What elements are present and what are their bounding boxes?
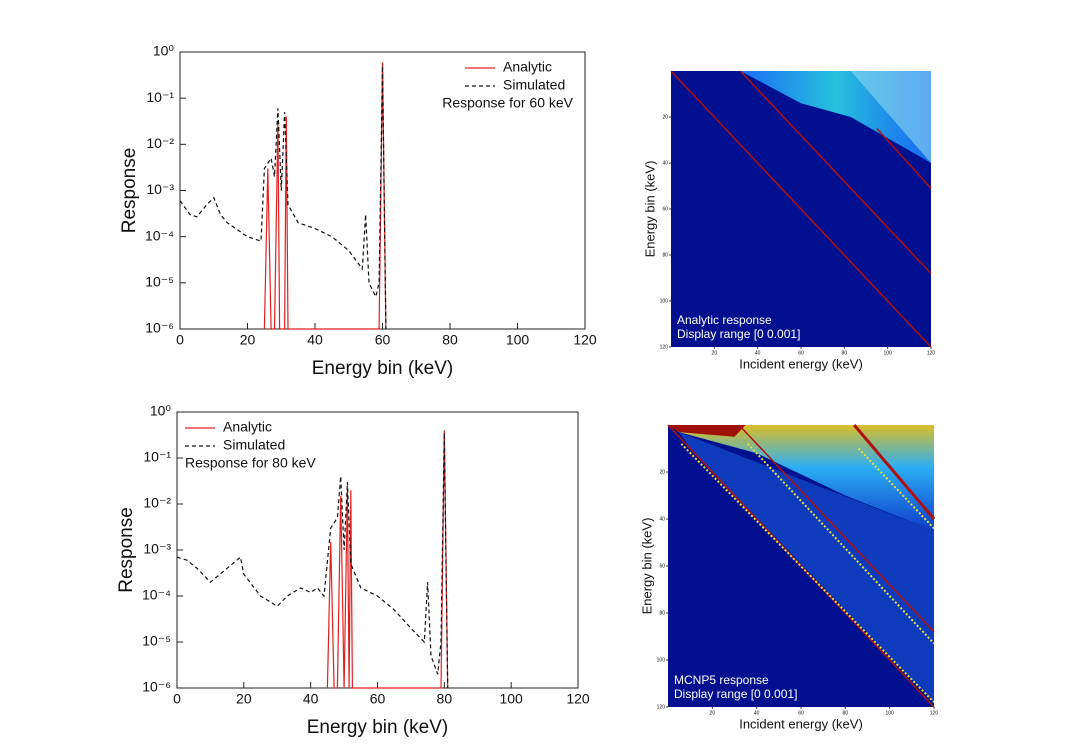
heatmap-feature — [667, 424, 935, 708]
y-tick-label: 20 — [662, 114, 668, 120]
x-axis-label: Incident energy (keV) — [739, 356, 863, 371]
y-tick-label: 80 — [662, 252, 668, 258]
y-tick-label: 10⁻⁵ — [145, 274, 174, 290]
x-tick-label: 60 — [798, 710, 804, 716]
y-axis-label: Energy bin (keV) — [642, 161, 657, 258]
heatmap-feature — [680, 443, 935, 703]
x-tick-label: 40 — [755, 350, 761, 356]
y-tick-label: 80 — [659, 610, 665, 616]
y-tick-label: 10⁻³ — [143, 541, 171, 557]
x-tick-label: 100 — [506, 332, 530, 348]
y-tick-label: 10⁰ — [153, 43, 175, 59]
x-tick-label: 20 — [236, 691, 252, 707]
legend-label: Simulated — [503, 77, 565, 93]
x-tick-label: 0 — [176, 332, 184, 348]
x-tick-label: 120 — [566, 691, 590, 707]
x-tick-label: 120 — [927, 350, 936, 356]
x-tick-label: 20 — [710, 710, 716, 716]
y-tick-label: 10⁻⁴ — [142, 587, 171, 603]
y-tick-label: 10⁻³ — [146, 181, 174, 197]
x-tick-label: 60 — [375, 332, 391, 348]
annotation: Display range [0 0.001] — [677, 327, 800, 341]
y-tick-label: 100 — [660, 298, 669, 304]
y-tick-label: 60 — [659, 563, 665, 569]
y-tick-label: 10⁻¹ — [143, 449, 171, 465]
annotation: Display range [0 0.001] — [674, 687, 797, 701]
y-tick-label: 10⁰ — [150, 403, 172, 419]
x-tick-label: 20 — [240, 332, 256, 348]
heatmap-region — [668, 425, 934, 531]
heatmap-feature — [739, 70, 932, 274]
x-tick-label: 60 — [370, 691, 386, 707]
plot-frame — [179, 51, 586, 330]
x-tick-label: 100 — [885, 710, 894, 716]
heatmap-region — [850, 71, 931, 163]
heatmap-feature — [853, 424, 936, 520]
annotation: Response for 80 keV — [185, 455, 316, 471]
x-tick-label: 100 — [883, 350, 892, 356]
y-axis-label: Energy bin (keV) — [639, 518, 654, 615]
legend-label: Simulated — [223, 437, 285, 453]
y-tick-label: 10⁻⁵ — [142, 633, 171, 649]
x-tick-label: 120 — [930, 710, 939, 716]
x-axis-label: Incident energy (keV) — [739, 716, 863, 731]
heatmap-region — [668, 425, 746, 437]
x-tick-label: 40 — [303, 691, 319, 707]
series-line — [176, 432, 449, 689]
x-tick-label: 80 — [843, 710, 849, 716]
x-tick-label: 80 — [442, 332, 458, 348]
y-tick-label: 120 — [660, 344, 669, 350]
y-tick-label: 10⁻² — [146, 135, 174, 151]
x-tick-label: 100 — [499, 691, 523, 707]
legend-label: Analytic — [503, 59, 552, 75]
y-tick-label: 10⁻² — [143, 495, 171, 511]
y-tick-label: 20 — [659, 469, 665, 475]
heatmap-region — [679, 432, 934, 703]
heatmap-feature — [747, 443, 935, 645]
y-tick-label: 100 — [657, 657, 666, 663]
heatmap-feature — [876, 127, 932, 189]
x-tick-label: 0 — [173, 691, 181, 707]
x-tick-label: 40 — [754, 710, 760, 716]
y-tick-label: 10⁻⁶ — [145, 320, 174, 336]
annotation: MCNP5 response — [674, 673, 769, 687]
x-tick-label: 80 — [842, 350, 848, 356]
y-tick-label: 10⁻⁴ — [145, 227, 174, 243]
y-tick-label: 10⁻¹ — [146, 89, 174, 105]
annotation: Analytic response — [677, 313, 772, 327]
annotation: Response for 60 keV — [442, 95, 573, 111]
y-tick-label: 120 — [657, 704, 666, 710]
series-line — [263, 62, 387, 330]
x-tick-label: 40 — [307, 332, 323, 348]
y-tick-label: 40 — [659, 516, 665, 522]
heatmap-feature — [738, 424, 935, 633]
x-tick-label: 80 — [437, 691, 453, 707]
y-tick-label: 10⁻⁶ — [142, 679, 171, 695]
y-tick-label: 60 — [662, 206, 668, 212]
series-line — [179, 65, 387, 330]
plot-frame — [176, 411, 579, 689]
y-axis-label: Response — [116, 507, 137, 593]
x-axis-label: Energy bin (keV) — [312, 358, 454, 379]
y-axis-label: Response — [119, 148, 140, 234]
x-tick-label: 20 — [712, 350, 718, 356]
x-tick-label: 120 — [573, 332, 597, 348]
x-axis-label: Energy bin (keV) — [307, 717, 449, 738]
heatmap-feature — [670, 70, 932, 348]
y-tick-label: 40 — [662, 160, 668, 166]
x-tick-label: 60 — [798, 350, 804, 356]
series-line — [326, 430, 449, 689]
legend-label: Analytic — [223, 419, 272, 435]
